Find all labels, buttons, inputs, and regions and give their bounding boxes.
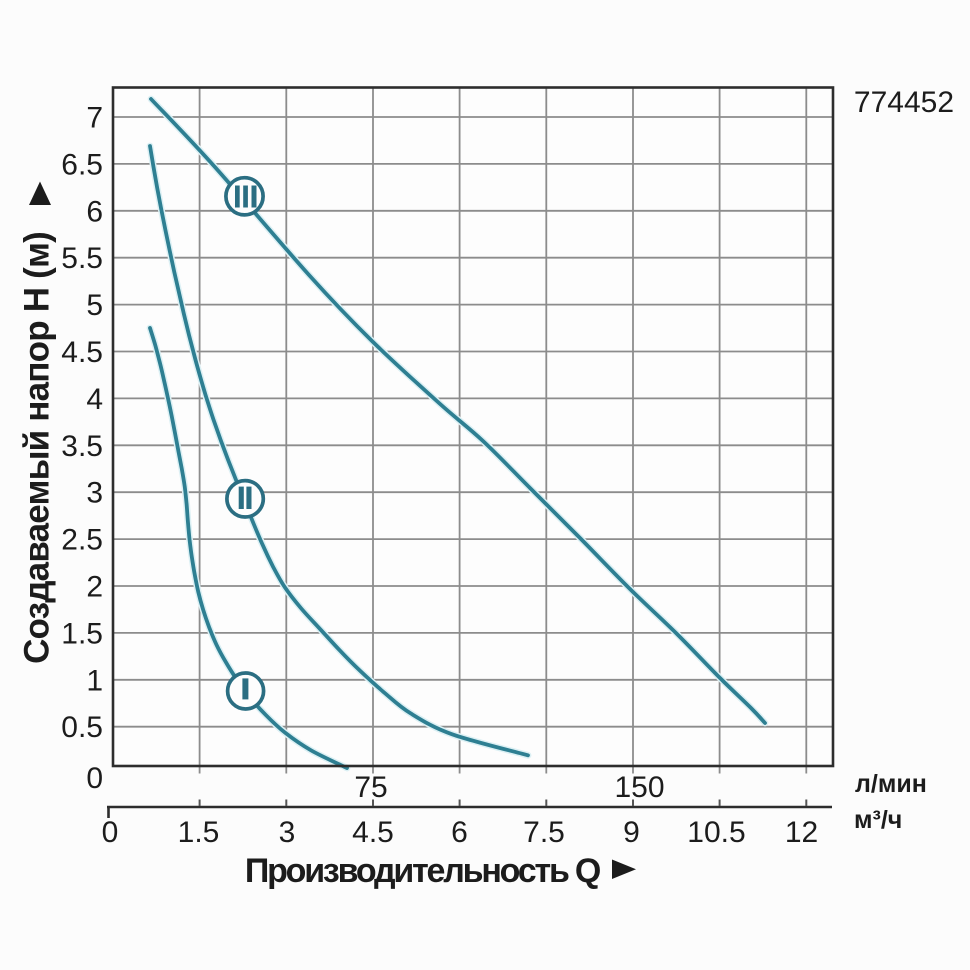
- svg-text:0: 0: [102, 816, 119, 849]
- svg-text:м³/ч: м³/ч: [854, 806, 902, 834]
- svg-text:75: 75: [354, 771, 387, 804]
- svg-text:3.5: 3.5: [61, 430, 103, 463]
- svg-text:4.5: 4.5: [352, 816, 394, 849]
- svg-text:5: 5: [86, 289, 103, 322]
- svg-text:л/мин: л/мин: [855, 770, 927, 798]
- svg-text:3: 3: [279, 816, 296, 849]
- svg-text:1.5: 1.5: [178, 816, 220, 849]
- svg-text:6.5: 6.5: [61, 148, 103, 181]
- svg-text:0: 0: [86, 762, 103, 795]
- svg-text:10.5: 10.5: [687, 816, 745, 849]
- svg-text:12: 12: [785, 816, 818, 849]
- svg-text:0.5: 0.5: [61, 711, 103, 744]
- svg-text:7: 7: [86, 102, 103, 135]
- svg-text:774452: 774452: [854, 86, 954, 119]
- svg-text:4: 4: [86, 383, 103, 416]
- svg-text:9: 9: [623, 816, 640, 849]
- svg-text:1.5: 1.5: [61, 617, 103, 650]
- svg-text:6: 6: [86, 195, 103, 228]
- svg-text:Создаваемый напор Н (м): Создаваемый напор Н (м): [18, 232, 57, 664]
- svg-text:5.5: 5.5: [61, 242, 103, 275]
- svg-text:6: 6: [451, 816, 468, 849]
- svg-text:4.5: 4.5: [61, 336, 103, 369]
- svg-text:2.5: 2.5: [61, 524, 103, 557]
- svg-text:150: 150: [614, 771, 664, 804]
- svg-text:Производительность Q: Производительность Q: [245, 852, 601, 890]
- svg-text:2: 2: [86, 571, 103, 604]
- svg-text:3: 3: [86, 477, 103, 510]
- svg-text:1: 1: [86, 664, 103, 697]
- svg-text:7.5: 7.5: [523, 816, 565, 849]
